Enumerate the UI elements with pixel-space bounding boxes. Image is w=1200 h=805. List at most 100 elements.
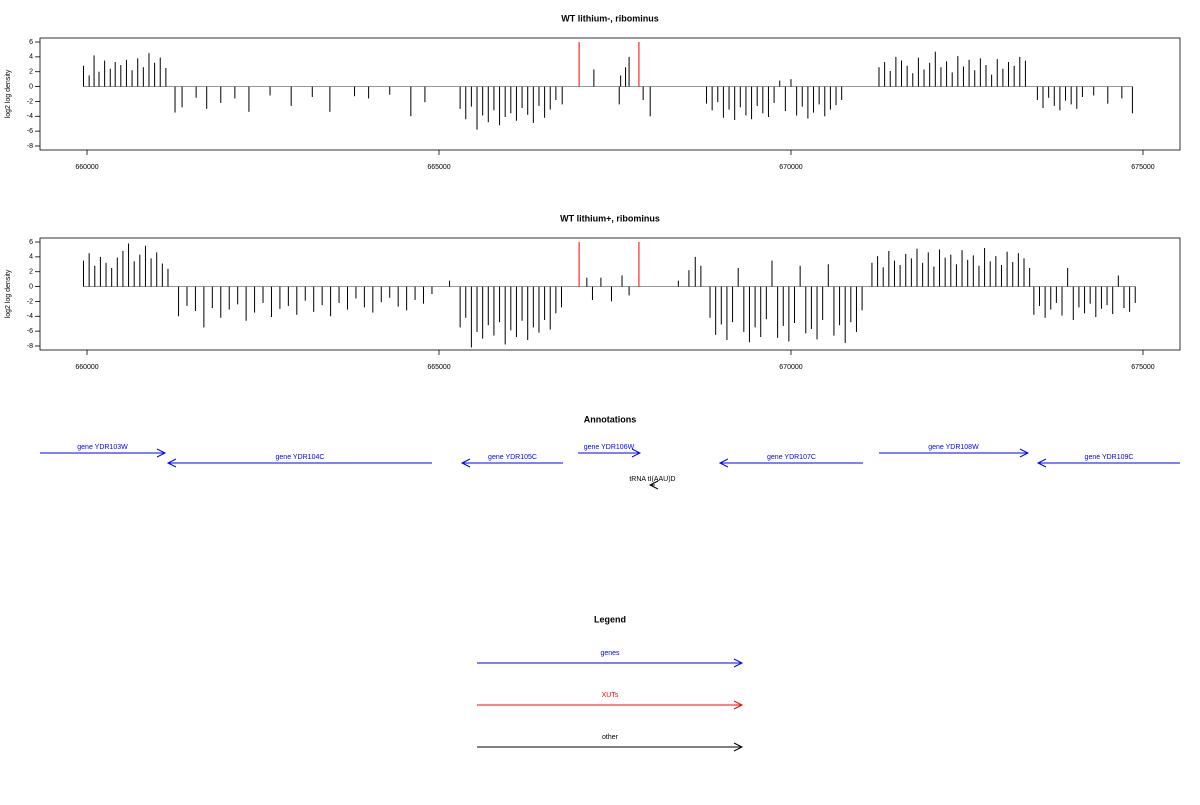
feature-label: gene YDR107C [767, 454, 816, 461]
bar [1093, 86, 1095, 96]
bar [754, 286, 756, 328]
bar [269, 86, 271, 96]
bar [968, 59, 970, 87]
bar [1112, 286, 1114, 315]
bar [955, 264, 957, 287]
bar [922, 262, 924, 287]
bar [882, 267, 884, 287]
feature-arrow [1036, 458, 1180, 468]
bar [532, 286, 534, 328]
bar [934, 51, 936, 87]
bar [178, 286, 180, 317]
bar [1029, 268, 1031, 287]
bar [521, 86, 523, 109]
bar [732, 286, 734, 323]
bar [296, 286, 298, 315]
y-tick-label: -4 [27, 113, 33, 120]
bar [816, 286, 818, 340]
bar [745, 86, 747, 116]
bar [88, 75, 90, 87]
bar [194, 286, 196, 312]
bar [628, 286, 630, 296]
feature-label: gene YDR109C [1085, 454, 1134, 461]
arrow-head [733, 658, 744, 668]
chart-title: WT lithium+, ribominus [560, 213, 660, 223]
legend-label: other [602, 734, 619, 741]
bar [593, 69, 595, 87]
bar [1053, 86, 1055, 106]
bar [940, 67, 942, 87]
bar [165, 68, 167, 87]
y-tick-label: 0 [29, 283, 33, 290]
bar [871, 262, 873, 287]
y-tick-label: 4 [29, 54, 33, 61]
bar [979, 58, 981, 87]
bar [245, 286, 247, 321]
x-tick-label: 660000 [75, 364, 98, 371]
y-tick-label: 2 [29, 69, 33, 76]
bar [287, 286, 289, 306]
y-tick-label: 4 [29, 254, 33, 261]
bar [410, 86, 412, 117]
bar [515, 286, 517, 338]
bar [304, 286, 306, 301]
bar [734, 86, 736, 120]
bar [237, 286, 239, 305]
bar [510, 86, 512, 114]
bar [131, 70, 133, 87]
bar [799, 265, 801, 287]
bar [544, 286, 546, 320]
bar [181, 86, 183, 108]
feature-label: gene YDR106W [584, 444, 635, 451]
bar [220, 286, 222, 318]
bar [1048, 86, 1050, 98]
bar [128, 243, 130, 287]
feature-arrow [40, 448, 167, 458]
bar [978, 265, 980, 287]
bar [363, 286, 365, 308]
bar [186, 286, 188, 306]
bar [555, 86, 557, 100]
bar [1076, 86, 1078, 109]
arrow-head [460, 458, 471, 468]
bar [810, 286, 812, 329]
bar [884, 62, 886, 87]
bar [174, 86, 176, 113]
bar [114, 62, 116, 87]
bar [109, 68, 111, 87]
bar [1050, 286, 1052, 310]
arrow-head [1036, 458, 1047, 468]
bar [133, 261, 135, 287]
y-tick-label: -6 [27, 128, 33, 135]
bar [677, 280, 679, 287]
bar [493, 286, 495, 336]
bar [642, 86, 644, 100]
bar [760, 286, 762, 338]
bar [1059, 86, 1061, 111]
bar [1044, 286, 1046, 318]
bar [1017, 253, 1019, 287]
y-tick-label: -8 [27, 343, 33, 350]
bar [610, 286, 612, 302]
bar [927, 252, 929, 287]
bar [549, 86, 551, 110]
bar [1100, 286, 1102, 309]
bar [618, 86, 620, 105]
bar [578, 42, 580, 87]
bar [801, 86, 803, 107]
bar [499, 286, 501, 323]
bar [248, 86, 250, 112]
bar [148, 53, 150, 87]
bar [796, 86, 798, 116]
arrow-head [1019, 448, 1030, 458]
bar [694, 256, 696, 287]
bar [717, 86, 719, 103]
bar [850, 286, 852, 323]
x-tick-label: 675000 [1131, 164, 1154, 171]
bar [279, 286, 281, 309]
bar [649, 86, 651, 117]
feature-arrow [878, 448, 1030, 458]
bar [600, 277, 602, 287]
bar [521, 286, 523, 321]
bar [329, 86, 331, 112]
